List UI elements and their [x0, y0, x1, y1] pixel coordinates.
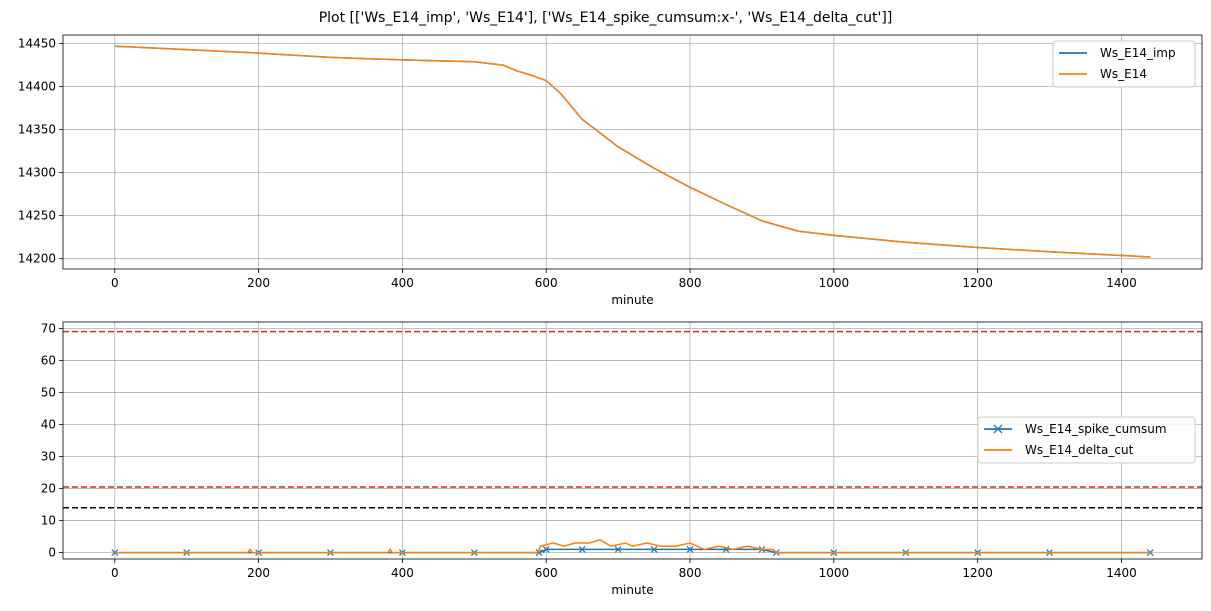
x-tick-label: 800: [679, 276, 702, 290]
x-tick-label: 1200: [962, 566, 993, 580]
y-tick-label: 14200: [18, 252, 56, 266]
data-point-marker: [578, 545, 586, 553]
series-line-2: [114, 538, 1151, 554]
y-tick-label: 70: [41, 321, 56, 335]
y-tick-label: 0: [48, 546, 56, 560]
y-tick-label: 14450: [18, 37, 56, 51]
y-tick-label: 10: [41, 514, 56, 528]
x-tick-label: 1200: [962, 276, 993, 290]
x-tick-label: 200: [247, 276, 270, 290]
data-point-marker: [650, 545, 658, 553]
legend-label: Ws_E14: [1100, 67, 1147, 81]
x-tick-label: 0: [111, 276, 119, 290]
data-point-marker: [535, 549, 543, 557]
data-point-marker: [614, 545, 622, 553]
series-line-2: [114, 45, 1151, 258]
legend-box: [1052, 40, 1196, 88]
y-tick-label: 40: [41, 417, 56, 431]
x-tick-label: 1000: [819, 276, 850, 290]
data-point-marker: [542, 545, 550, 553]
x-tick-label: 200: [247, 566, 270, 580]
x-tick-label: 800: [679, 566, 702, 580]
y-tick-label: 60: [41, 353, 56, 367]
figure-title: Plot [['Ws_E14_imp', 'Ws_E14'], ['Ws_E14…: [319, 10, 893, 26]
y-tick-label: 30: [41, 450, 56, 464]
data-point-marker: [686, 545, 694, 553]
legend: Ws_E14_spike_cumsum Ws_E14_delta_cut: [977, 416, 1196, 464]
x-tick-label: 1000: [819, 566, 850, 580]
data-point-marker: [1146, 549, 1154, 557]
legend: Ws_E14_imp Ws_E14: [1052, 40, 1196, 88]
legend-label: Ws_E14_delta_cut: [1025, 443, 1134, 457]
x-tick-label: 600: [535, 566, 558, 580]
y-tick-label: 14350: [18, 123, 56, 137]
series-line-1: [114, 45, 1151, 258]
data-point-marker: [111, 549, 119, 557]
x-tick-label: 1400: [1106, 566, 1137, 580]
x-tick-label: 0: [111, 566, 119, 580]
x-axis-label: minute: [611, 293, 653, 307]
y-tick-label: 20: [41, 482, 56, 496]
x-tick-label: 400: [391, 566, 414, 580]
legend-box: [977, 416, 1196, 464]
y-tick-label: 14300: [18, 166, 56, 180]
legend-label: Ws_E14_imp: [1100, 46, 1176, 60]
legend-label: Ws_E14_spike_cumsum: [1025, 422, 1167, 436]
x-axis-label: minute: [611, 583, 653, 597]
y-tick-label: 50: [41, 385, 56, 399]
upper-chart: 0 200 400 600 800 1000 1200 1400 14200 14250 14300…: [18, 34, 1203, 307]
legend-marker: [993, 424, 1003, 434]
y-tick-label: 14400: [18, 80, 56, 94]
x-tick-label: 600: [535, 276, 558, 290]
y-tick-label: 14250: [18, 209, 56, 223]
x-tick-label: 1400: [1106, 276, 1137, 290]
plot-frame: [62, 34, 1203, 270]
lower-chart: 0 200 400 600 800 1000 1200 1400 0 10 20 30 40 50 60 70…: [41, 321, 1203, 597]
x-tick-label: 400: [391, 276, 414, 290]
plot-frame: [62, 321, 1203, 560]
